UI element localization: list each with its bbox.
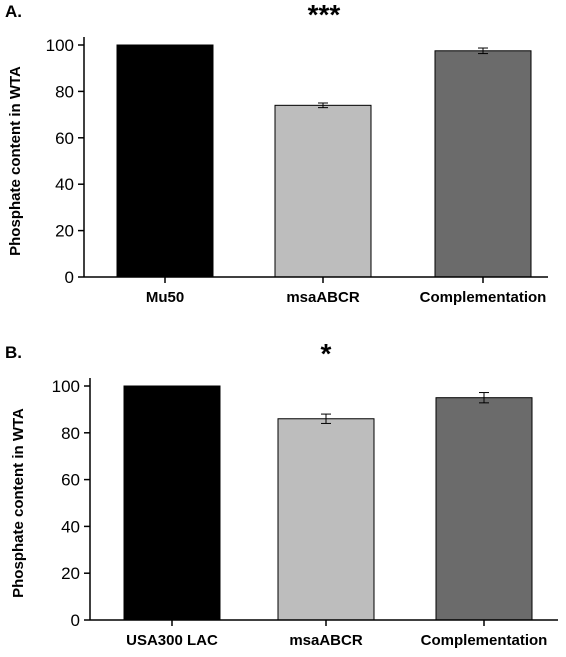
x-tick-label: USA300 LAC — [126, 632, 218, 649]
y-axis-label: Phosphate content in WTA — [7, 66, 24, 256]
bar-complementation — [434, 50, 532, 278]
y-tick-label: 20 — [55, 222, 74, 241]
x-tick-label: Complementation — [420, 289, 547, 306]
y-tick-label: 60 — [61, 471, 80, 490]
x-tick-label: msaABCR — [289, 632, 363, 649]
error-bar — [479, 392, 489, 404]
error-bar — [321, 413, 331, 424]
y-tick-label: 80 — [55, 82, 74, 101]
chart-panel-a: A. *** Phosphate content in WTA Mu50 msaABCR… — [5, 0, 548, 306]
x-tick-label: Mu50 — [146, 289, 184, 306]
y-tick-label: 0 — [71, 611, 80, 630]
y-tick-label: 40 — [61, 517, 80, 536]
y-tick-label: 0 — [65, 268, 74, 287]
y-tick-label: 60 — [55, 129, 74, 148]
x-tick-label: msaABCR — [286, 289, 360, 306]
y-tick-label: 20 — [61, 564, 80, 583]
bar-msaabcr — [274, 104, 372, 278]
panel-label: A. — [5, 2, 22, 21]
y-axis-label: Phosphate content in WTA — [10, 408, 27, 598]
bar-complementation — [435, 397, 533, 621]
error-bar — [478, 47, 488, 55]
y-tick-label: 40 — [55, 175, 74, 194]
error-bar — [318, 102, 328, 109]
bar-mu50 — [116, 44, 214, 278]
bar-msaabcr — [277, 418, 375, 621]
panel-label: B. — [5, 343, 22, 362]
bar-usa300-lac — [123, 385, 221, 621]
y-tick-label: 80 — [61, 424, 80, 443]
chart-panel-b: B. * Phosphate content in WTA USA300 LAC msa… — [5, 338, 558, 649]
x-tick-label: Complementation — [421, 632, 548, 649]
significance-marker: *** — [308, 0, 341, 30]
significance-marker: * — [321, 338, 332, 369]
y-tick-label: 100 — [46, 36, 74, 55]
y-tick-label: 100 — [52, 377, 80, 396]
